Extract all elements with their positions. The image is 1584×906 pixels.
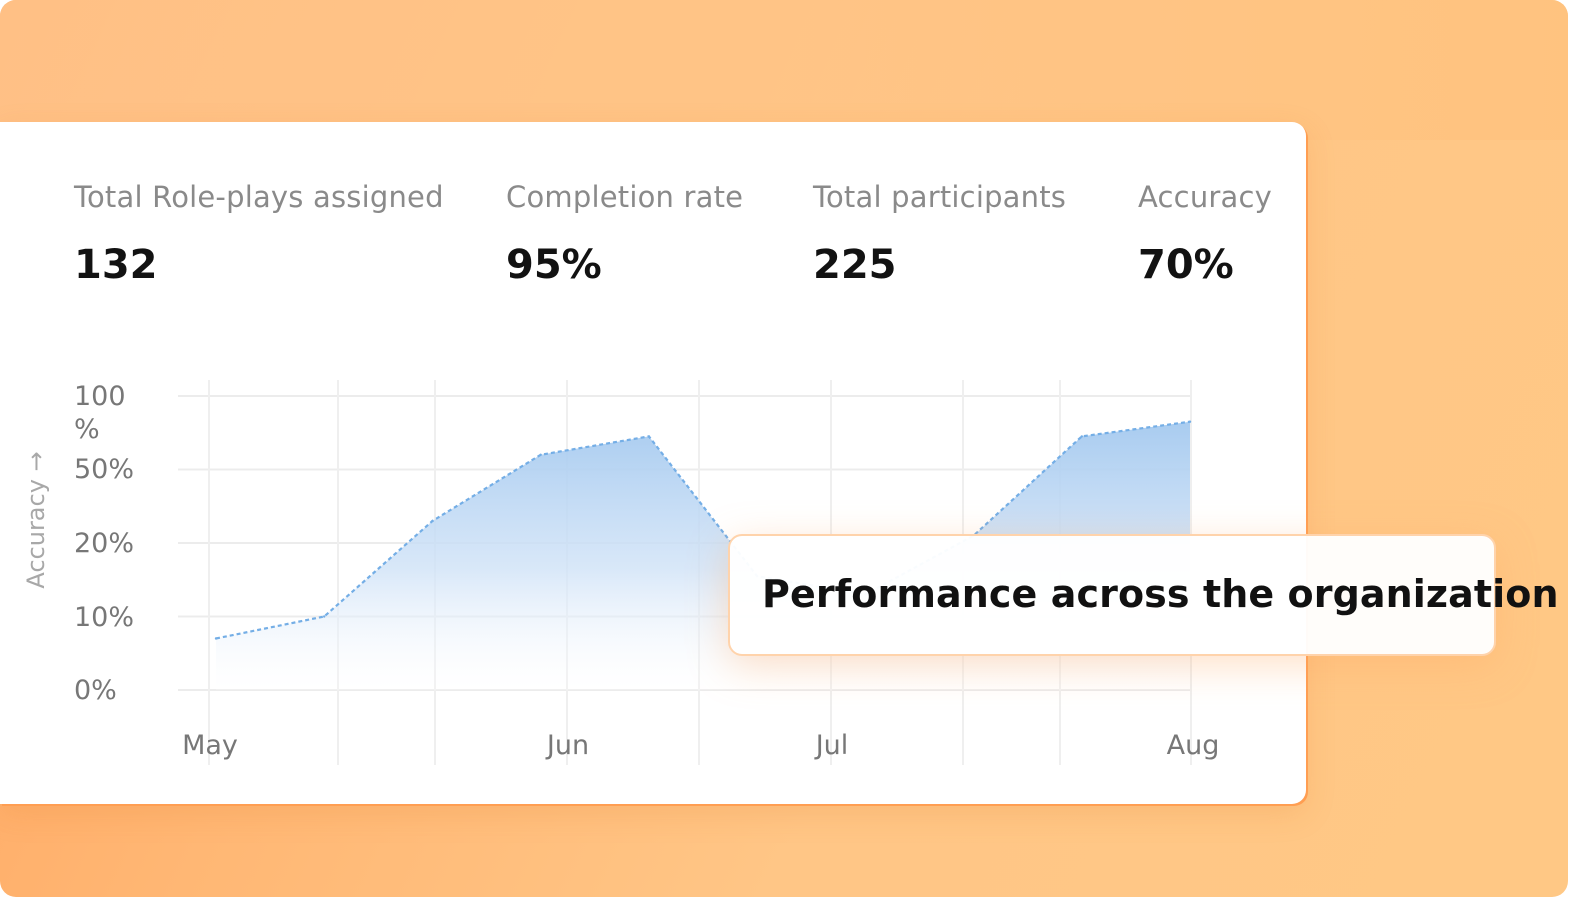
metric-value: 95% <box>506 242 602 288</box>
metric-value: 225 <box>813 242 897 288</box>
metric-label: Completion rate <box>506 180 744 214</box>
metric-value: 70% <box>1138 242 1234 288</box>
x-tick-label: Jun <box>546 730 590 761</box>
y-tick-label: 100 % <box>74 381 126 445</box>
y-tick-label: 20% <box>74 528 135 559</box>
callout-card: Performance across the organization <box>728 534 1559 656</box>
data-point <box>1080 435 1084 438</box>
x-tick-label: Jul <box>815 730 849 761</box>
metric-value: 132 <box>74 242 158 288</box>
y-axis-title-text: Accuracy → <box>22 451 50 589</box>
metric-label: Total participants <box>813 180 1067 214</box>
y-tick-label: 0% <box>74 675 117 706</box>
series-line <box>215 420 1191 640</box>
data-point <box>1188 420 1192 423</box>
data-point <box>647 435 651 438</box>
data-point <box>539 453 542 456</box>
metric-label: Total Role-plays assigned <box>74 180 444 214</box>
data-point <box>214 637 218 640</box>
y-tick-label: 10% <box>74 602 135 633</box>
data-point <box>323 615 326 618</box>
x-tick-label: Aug <box>1166 730 1220 761</box>
data-point <box>431 519 434 523</box>
x-tick-label: May <box>182 730 238 761</box>
y-tick-label: 50% <box>74 454 135 485</box>
callout-text: Performance across the organization <box>762 572 1559 616</box>
metric-label: Accuracy <box>1138 180 1272 214</box>
